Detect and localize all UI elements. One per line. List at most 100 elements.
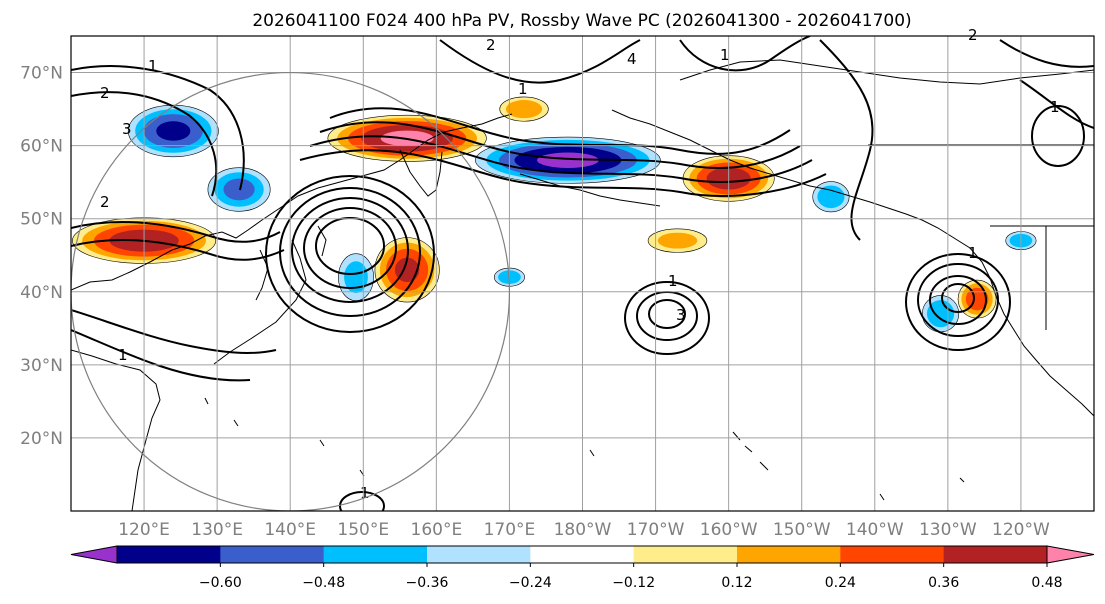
positive-pc-anomaly	[499, 96, 549, 122]
pv-contour-north	[439, 39, 641, 84]
lat-tick-label: 20°N	[20, 429, 63, 449]
pv-contour-label: 3	[122, 120, 132, 138]
colorbar-bin	[323, 546, 428, 563]
colorbar-outline	[116, 545, 1048, 564]
pv-contour-jet	[309, 135, 813, 183]
pv-contour-west-low	[265, 175, 435, 333]
negative-pc-anomaly	[922, 295, 960, 333]
pv-contour-east-low	[929, 275, 987, 325]
pv-contour-east-low	[917, 263, 999, 337]
positive-pc-anomaly	[647, 228, 708, 253]
alaska-coastline	[611, 109, 1094, 417]
colorbar-tick-label: −0.60	[199, 575, 242, 591]
lon-tick-label: 140°W	[846, 520, 904, 540]
colorbar-bin	[943, 546, 1048, 563]
pv-contour-label: 2	[486, 36, 496, 54]
negative-pc-anomaly	[207, 167, 271, 212]
lon-tick-label: 130°E	[191, 520, 243, 540]
pv-contour-northeast	[999, 39, 1094, 68]
aleutian-islands	[519, 173, 661, 207]
border-canada-us	[868, 144, 1094, 330]
negative-pc-anomaly	[127, 104, 219, 158]
target-circle	[71, 72, 510, 511]
colorbar-tick-label: 0.12	[721, 575, 752, 591]
lon-tick-label: 180°W	[554, 520, 612, 540]
pv-contour-label: 4	[627, 50, 637, 68]
colorbar-bin	[840, 546, 945, 563]
pv-contour-west-low	[291, 197, 409, 303]
lon-tick-label: 140°E	[264, 520, 316, 540]
negative-pc-anomaly	[338, 253, 374, 301]
pv-contour-northwest	[71, 91, 218, 197]
pv-contour-label: 1	[668, 272, 678, 290]
kamchatka-coastline	[399, 149, 443, 197]
lon-tick-label: 120°E	[118, 520, 170, 540]
lon-tick-label: 170°E	[484, 520, 536, 540]
latitude-labels: 70°N 60°N 50°N 40°N 30°N 20°N	[20, 64, 63, 449]
shading-level	[505, 100, 543, 119]
pv-contour-west-low	[315, 217, 385, 275]
pv-contour-west	[71, 221, 281, 243]
lon-tick-label: 160°E	[411, 520, 463, 540]
pv-contour-label: 1	[148, 57, 158, 75]
negative-pc-anomaly	[475, 136, 661, 184]
pv-contour-north	[679, 36, 811, 72]
colorbar-tick-label: 0.24	[825, 575, 856, 591]
pv-contour-southwest	[71, 329, 251, 382]
pv-contour-northwest	[71, 65, 245, 191]
pv-contour-west	[71, 239, 285, 261]
shading-level	[344, 261, 368, 294]
pv-contour-label: 1	[118, 346, 128, 364]
pv-contour-northeast	[1019, 79, 1094, 129]
colorbar-tick-label: 0.48	[1031, 575, 1062, 591]
shading-level	[926, 300, 955, 328]
pv-contour-east-low	[905, 253, 1011, 351]
lon-tick-label: 150°W	[773, 520, 831, 540]
lat-tick-label: 50°N	[20, 210, 63, 230]
shading-level	[156, 121, 191, 141]
hawaii-islands	[732, 431, 769, 471]
pv-contour-southwest	[71, 309, 277, 354]
pv-contour-east-arc	[1031, 105, 1085, 167]
pv-contour-label: 1	[968, 244, 978, 262]
pv-contour-label: 2	[968, 26, 978, 44]
colorbar-extend-min	[70, 545, 118, 564]
colorbar: −0.60 −0.48 −0.36 −0.24 −0.12 0.12 0.24 0.36 0.4…	[70, 545, 1095, 591]
pv-contour-label: 3	[676, 306, 686, 324]
pv-contours	[71, 36, 1094, 511]
colorbar-bin	[427, 546, 531, 563]
map-panel: 1 2 3 2 1 2 4 1 1 1 3 1 1 2 1 70°N 60°N 50…	[20, 26, 1095, 540]
map-frame	[70, 35, 1095, 512]
colorbar-tick-label: −0.24	[509, 575, 552, 591]
north-america-arctic-coast	[679, 59, 1094, 85]
pv-contour-label: 2	[100, 193, 110, 211]
pv-contour-jet	[299, 149, 827, 197]
colorbar-bin	[117, 546, 221, 563]
colorbar-bin	[530, 546, 635, 563]
pv-contour-west-low	[303, 207, 397, 289]
pv-contour-south	[339, 491, 385, 511]
shading-level	[223, 178, 255, 201]
lat-tick-label: 60°N	[20, 137, 63, 157]
pv-contour-labels: 1 2 3 2 1 2 4 1 1 1 3 1 1 2 1	[100, 26, 1060, 502]
colorbar-bin	[220, 546, 325, 563]
pv-contour-jet	[319, 121, 801, 169]
pv-contour-central-low	[624, 281, 710, 355]
pv-contour-label: 1	[1050, 98, 1060, 116]
colorbar-bin	[633, 546, 738, 563]
colorbar-tick-label: 0.36	[928, 575, 959, 591]
negative-pc-anomaly	[812, 181, 850, 213]
shading-level	[657, 232, 698, 249]
pv-contour-east-low	[941, 283, 975, 313]
lon-tick-label: 150°E	[337, 520, 389, 540]
pv-contour-label: 1	[360, 484, 370, 502]
pv-contour-label: 1	[518, 80, 528, 98]
pv-contour-label: 1	[720, 46, 730, 64]
lat-tick-label: 30°N	[20, 356, 63, 376]
pv-contour-label: 2	[100, 84, 110, 102]
colorbar-tick-label: −0.12	[612, 575, 655, 591]
pacific-islands	[204, 397, 965, 501]
graticule	[71, 36, 1094, 511]
map-title: 2026041100 F024 400 hPa PV, Rossby Wave …	[252, 11, 911, 31]
